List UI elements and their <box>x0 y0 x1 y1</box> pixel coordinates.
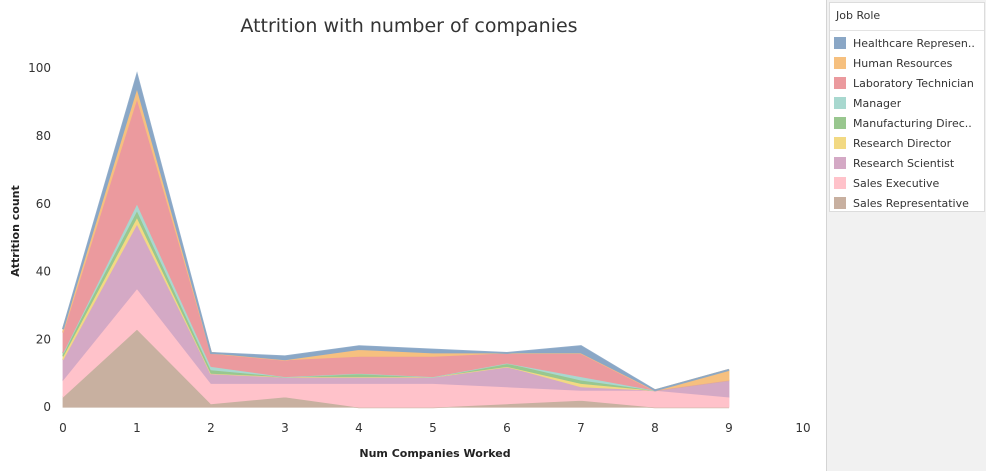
legend-label: Manager <box>853 96 902 110</box>
legend-item-sales-executive[interactable]: Sales Executive <box>834 173 984 193</box>
legend-item-research-director[interactable]: Research Director <box>834 133 984 153</box>
y-tick-label: 0 <box>43 400 51 414</box>
y-tick-label: 80 <box>36 129 51 143</box>
x-tick-label: 5 <box>429 421 437 435</box>
legend-swatch <box>834 57 846 69</box>
legend-item-laboratory-technician[interactable]: Laboratory Technician <box>834 73 984 93</box>
x-tick-labels: 0 1 2 3 4 5 6 7 8 9 10 <box>59 421 810 435</box>
legend-label: Sales Representative <box>853 196 969 210</box>
legend-item-manufacturing-director[interactable]: Manufacturing Direc.. <box>834 113 984 133</box>
legend-label: Manufacturing Direc.. <box>853 116 972 130</box>
chart-title: Attrition with number of companies <box>240 15 577 37</box>
chart-area: Attrition with number of companies Attri… <box>9 15 811 460</box>
legend: Job Role Healthcare Represen.. Human Reso… <box>829 2 985 212</box>
x-tick-label: 4 <box>355 421 363 435</box>
legend-title: Job Role <box>836 9 881 22</box>
y-tick-labels: 0 20 40 60 80 100 <box>28 61 51 414</box>
legend-label: Research Scientist <box>853 156 955 170</box>
x-tick-label: 2 <box>207 421 215 435</box>
legend-swatch <box>834 117 846 129</box>
legend-label: Laboratory Technician <box>853 76 974 90</box>
legend-panel: Job Role Healthcare Represen.. Human Reso… <box>826 0 986 471</box>
x-tick-label: 6 <box>503 421 511 435</box>
legend-list: Healthcare Represen.. Human Resources Labo… <box>834 33 984 213</box>
legend-item-research-scientist[interactable]: Research Scientist <box>834 153 984 173</box>
legend-item-healthcare-representative[interactable]: Healthcare Represen.. <box>834 33 984 53</box>
legend-item-sales-representative[interactable]: Sales Representative <box>834 193 984 213</box>
legend-swatch <box>834 137 846 149</box>
x-tick-label: 1 <box>133 421 141 435</box>
legend-label: Healthcare Represen.. <box>853 36 975 50</box>
y-axis-title: Attrition count <box>9 185 22 276</box>
x-axis-title: Num Companies Worked <box>359 447 510 460</box>
x-tick-label: 3 <box>281 421 289 435</box>
legend-swatch <box>834 77 846 89</box>
legend-divider <box>830 30 984 31</box>
x-tick-label: 9 <box>725 421 733 435</box>
legend-swatch <box>834 157 846 169</box>
area-series-group <box>62 71 730 409</box>
attrition-area-chart: Attrition with number of companies Attri… <box>9 15 811 460</box>
legend-swatch <box>834 177 846 189</box>
x-tick-label: 7 <box>577 421 585 435</box>
x-tick-label: 8 <box>651 421 659 435</box>
legend-swatch <box>834 97 846 109</box>
area-edge-healthcare-representative <box>62 71 730 392</box>
legend-label: Research Director <box>853 136 952 150</box>
legend-swatch <box>834 37 846 49</box>
y-tick-label: 40 <box>36 265 51 279</box>
legend-item-manager[interactable]: Manager <box>834 93 984 113</box>
legend-swatch <box>834 197 846 209</box>
x-tick-label: 10 <box>795 421 810 435</box>
x-tick-label: 0 <box>59 421 67 435</box>
legend-label: Human Resources <box>853 56 953 70</box>
legend-label: Sales Executive <box>853 176 940 190</box>
y-tick-label: 20 <box>36 332 51 346</box>
legend-item-human-resources[interactable]: Human Resources <box>834 53 984 73</box>
y-tick-label: 60 <box>36 197 51 211</box>
y-tick-label: 100 <box>28 61 51 75</box>
